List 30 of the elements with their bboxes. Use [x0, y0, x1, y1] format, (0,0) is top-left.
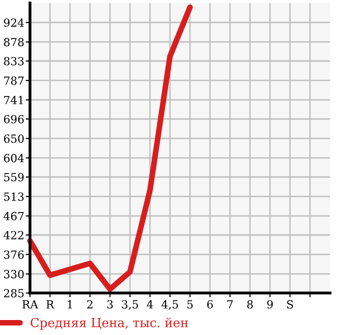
y-tick-label: 650 [4, 134, 24, 143]
y-tick-label: 787 [4, 76, 24, 85]
y-tick-label: 696 [4, 114, 24, 124]
y-tick-label: 604 [4, 154, 24, 162]
y-tick-label: 376 [4, 250, 24, 259]
y-tick-label: 422 [4, 230, 24, 240]
x-tick-label: 7 [227, 300, 233, 308]
x-tick-label: 4,5 [162, 300, 178, 310]
y-tick-label: 330 [4, 270, 24, 278]
x-tick-label: 8 [247, 300, 253, 309]
x-tick-label: 2 [87, 300, 92, 308]
y-tick-label: 285 [4, 288, 24, 298]
y-tick-label: 833 [4, 56, 24, 66]
y-tick-label: 878 [4, 38, 24, 46]
y-tick-label: 467 [4, 212, 24, 220]
x-tick-label: S [287, 300, 293, 309]
x-tick-label: 6 [207, 300, 213, 309]
y-tick-label: 924 [4, 18, 24, 27]
y-tick-label: 559 [4, 172, 24, 182]
x-tick-label: RA [22, 300, 38, 308]
x-tick-label: 3 [107, 300, 113, 309]
x-tick-label: 4 [146, 300, 153, 308]
legend-label: Средняя Цена, тыс. йен [30, 318, 188, 330]
x-tick-label: R [46, 300, 54, 308]
y-tick-label: 741 [4, 96, 23, 104]
x-tick-label: 3,5 [122, 300, 138, 310]
x-tick-label: 1 [68, 300, 72, 308]
x-tick-label: 5 [187, 300, 193, 309]
y-tick-label: 513 [4, 192, 24, 201]
x-tick-label: 9 [267, 300, 273, 309]
